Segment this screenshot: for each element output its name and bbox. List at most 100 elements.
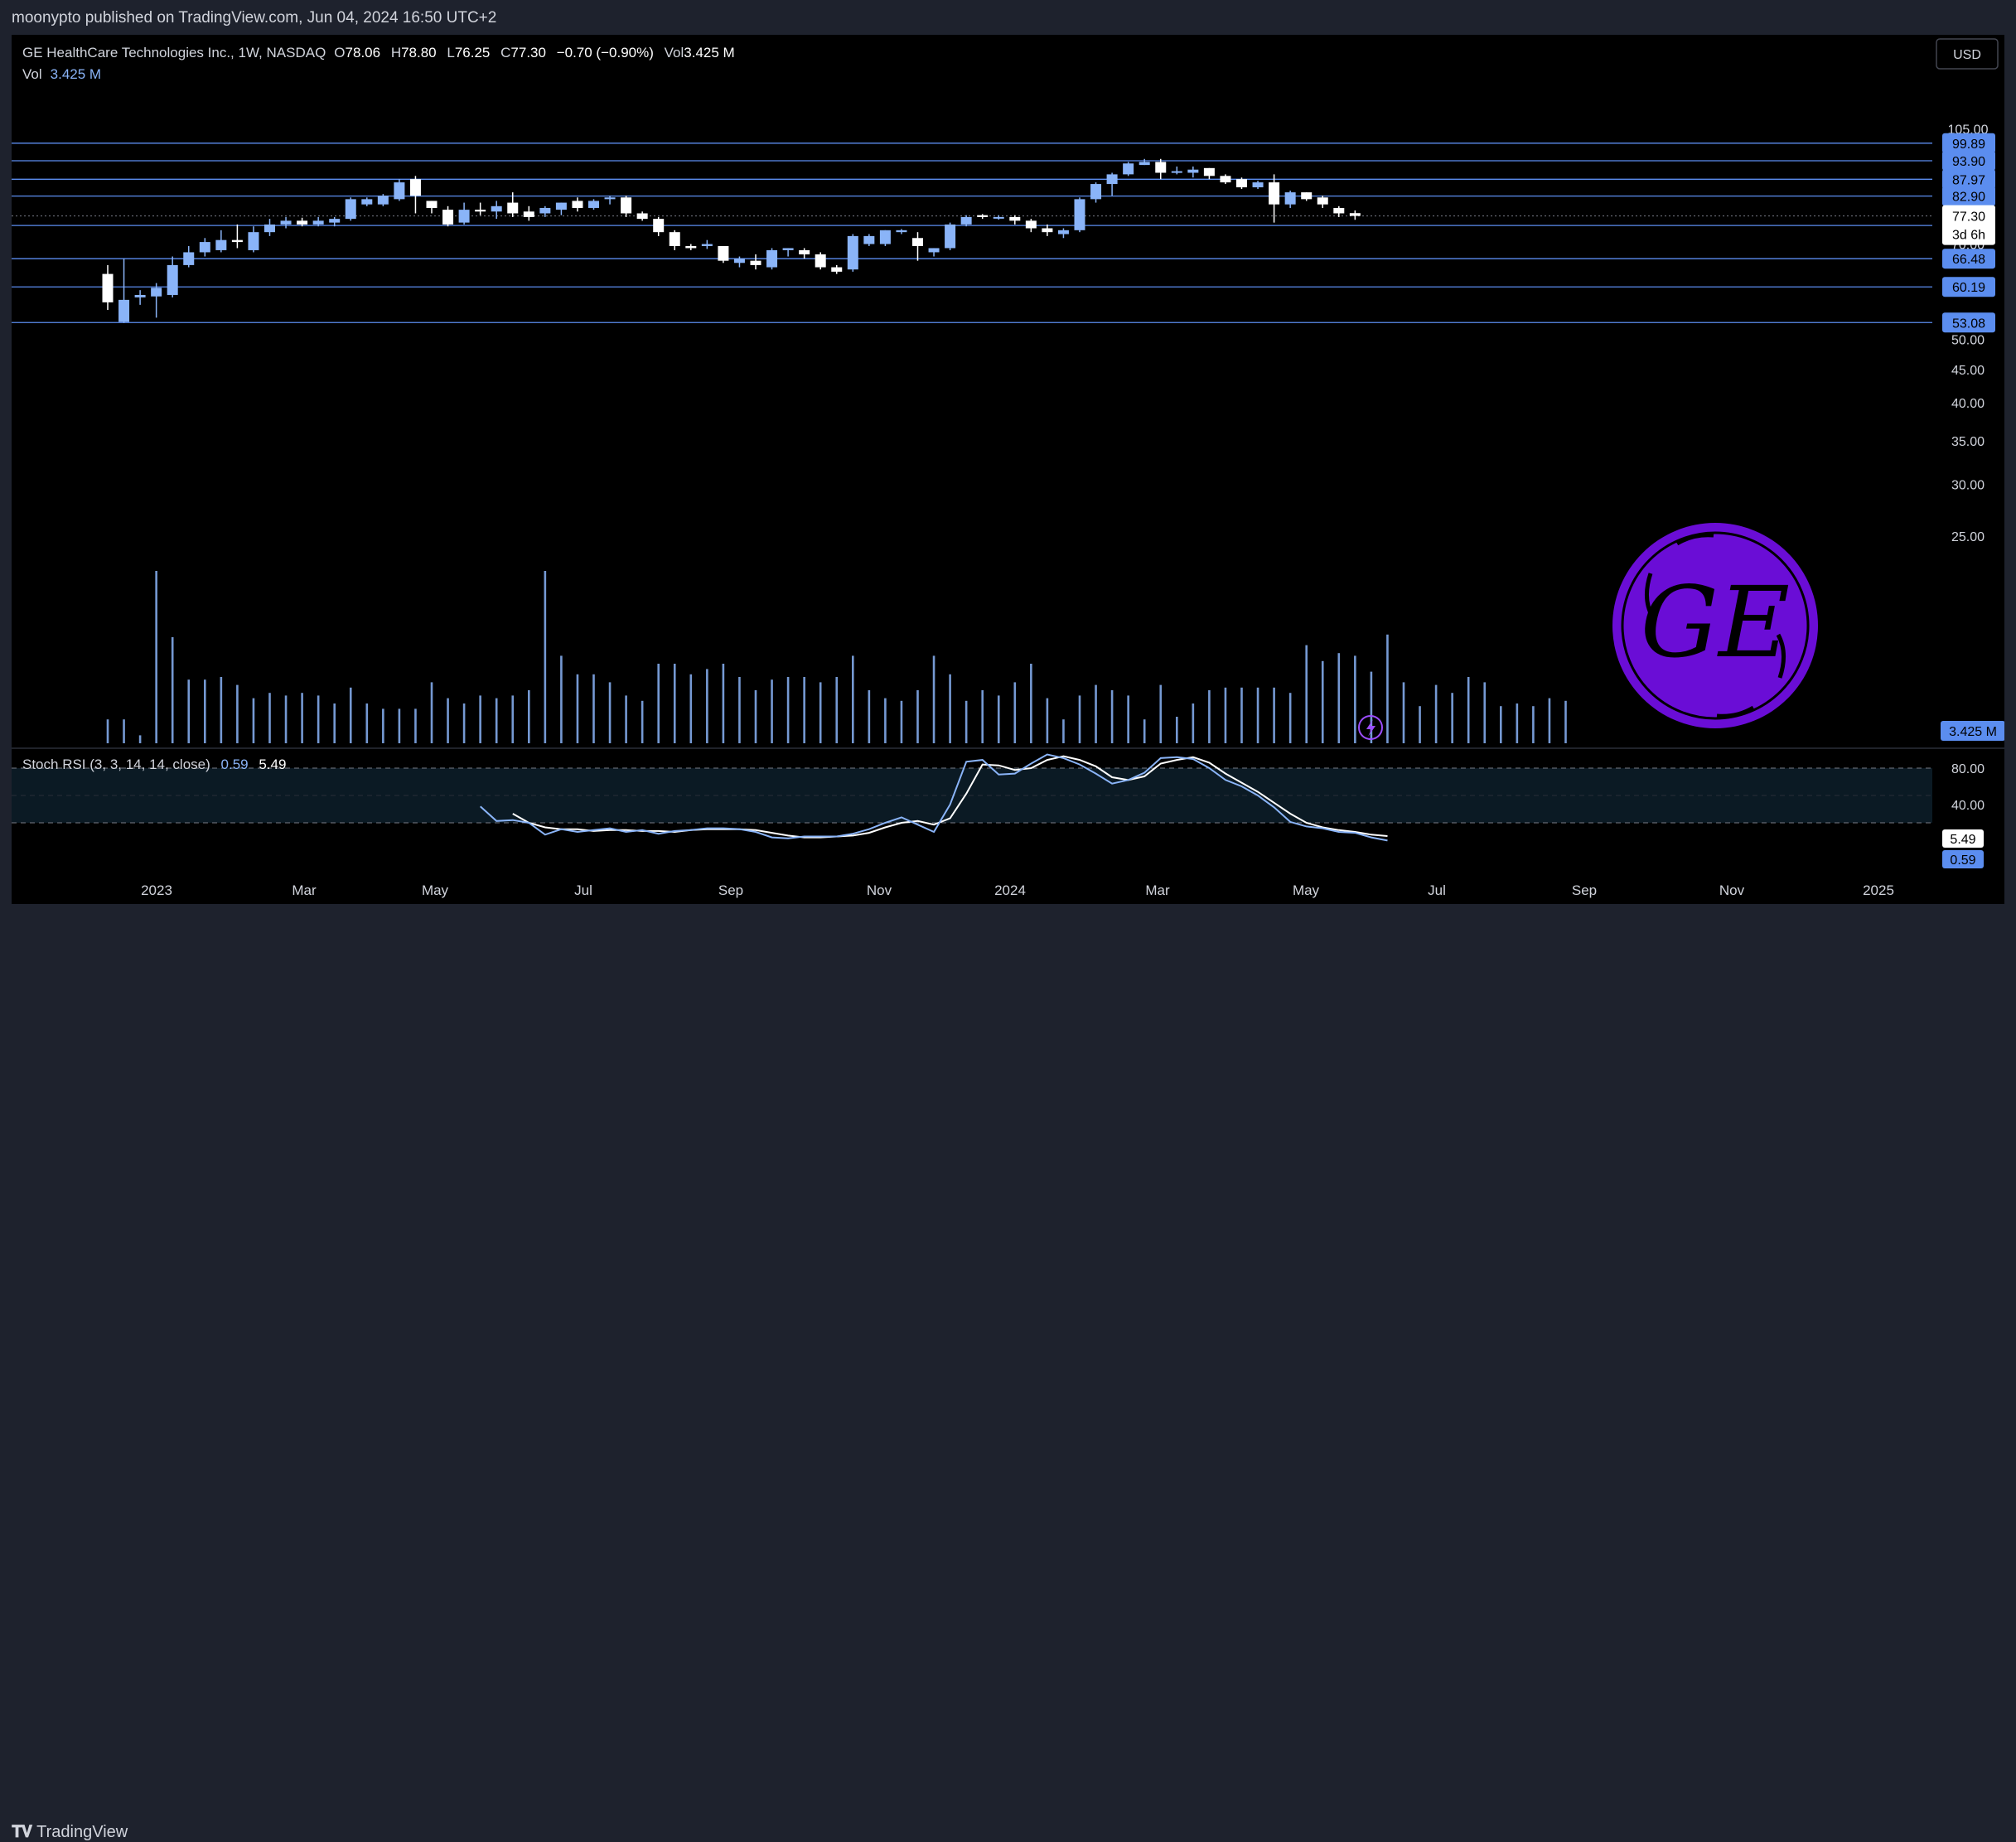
candle-body: [621, 197, 632, 214]
candle-body: [1106, 174, 1118, 185]
volume-bar: [106, 719, 109, 743]
currency-label[interactable]: USD: [1953, 48, 1981, 62]
volume-bar: [1288, 693, 1292, 743]
horizontal-levels: [12, 143, 1932, 323]
time-tick-label: Jul: [1428, 882, 1446, 898]
chart-area[interactable]: GE 105.0090.0085.0080.0070.0050.0045.004…: [12, 35, 2004, 904]
level-label-bg: [1942, 150, 1995, 171]
tradingview-brand[interactable]: 𝐓𝐕 TradingView: [12, 1823, 128, 1842]
time-tick-label: Sep: [718, 882, 743, 898]
legend-symbol: GE HealthCare Technologies Inc., 1W, NAS…: [22, 45, 326, 60]
level-label: 66.48: [1952, 253, 1985, 267]
candle-body: [1025, 220, 1037, 229]
volume-bar: [1434, 684, 1438, 743]
volume-bar: [333, 703, 336, 743]
stoch-legend-name: Stoch RSI (3, 3, 14, 14, close): [22, 757, 210, 772]
stoch-k-line: [480, 753, 1388, 842]
candle-body: [1349, 213, 1361, 216]
candle-body: [1269, 182, 1280, 205]
volume-bar: [301, 693, 303, 743]
volume-bar: [1305, 645, 1308, 743]
volume-bar: [868, 690, 871, 743]
candlestick-chart[interactable]: GE 105.0090.0085.0080.0070.0050.0045.004…: [12, 35, 2004, 904]
candle-body: [248, 232, 259, 250]
legend-high-label: H: [391, 45, 401, 60]
stoch-k-label-bg: [1942, 850, 1984, 868]
volume-bar: [1500, 706, 1502, 743]
volume-bar: [479, 695, 481, 743]
time-tick-label: 2024: [994, 882, 1026, 898]
volume-bar: [932, 655, 935, 743]
volume-bar: [964, 700, 968, 743]
time-tick-label: Mar: [1145, 882, 1170, 898]
stoch-k-value: 0.59: [221, 757, 249, 772]
level-label: 87.97: [1952, 173, 1985, 187]
candle-body: [1057, 230, 1069, 234]
candle-body: [102, 273, 114, 302]
candle-body: [1155, 162, 1167, 173]
lightning-icon[interactable]: [1358, 715, 1383, 740]
level-label-bg: [1942, 133, 1995, 153]
candle-body: [750, 260, 761, 265]
legend-vol-value: 3.425 M: [684, 45, 734, 60]
legend-open-label: O: [334, 45, 345, 60]
candle-body: [1090, 184, 1102, 200]
stoch-d-label: 5.49: [1950, 833, 1975, 847]
time-tick-label: May: [1293, 882, 1320, 898]
footer: 𝐓𝐕 TradingView: [0, 904, 2016, 1841]
volume-bar: [1451, 693, 1453, 743]
stoch-legend: Stoch RSI (3, 3, 14, 14, close) 0.59 5.4…: [22, 757, 286, 772]
volume-bar: [1240, 687, 1243, 743]
candle-body: [928, 248, 940, 253]
volume-bar: [689, 674, 693, 743]
volume-bar: [204, 679, 206, 743]
volume-bar: [771, 679, 773, 743]
currency-button[interactable]: USD: [1936, 38, 1999, 70]
candle-body: [733, 259, 745, 263]
legend-open-value: 78.06: [346, 45, 381, 60]
logo-ring: [1612, 523, 1818, 728]
volume-label: 3.425 M: [1949, 725, 1997, 739]
candle-body: [297, 220, 308, 225]
candle-body: [1236, 179, 1247, 188]
price-tick-label: 40.00: [1951, 397, 1985, 411]
volume-bar: [949, 674, 951, 743]
candle-body: [1301, 192, 1313, 200]
volume-bar: [1127, 695, 1129, 743]
logo-text: GE: [1641, 565, 1790, 679]
volume-bars: [106, 571, 1567, 743]
candle-body: [231, 239, 243, 243]
volume-bar: [528, 690, 530, 743]
level-label-bg: [1942, 277, 1995, 297]
legend-high-value: 78.80: [401, 45, 437, 60]
volume-bar: [608, 682, 612, 743]
volume-bar: [997, 695, 1000, 743]
volume-bar: [1224, 687, 1227, 743]
stoch-d-value: 5.49: [259, 757, 286, 772]
candle-body: [345, 199, 356, 220]
candle-body: [458, 210, 470, 223]
legend-close-value: 77.30: [510, 45, 546, 60]
level-label-bg: [1942, 312, 1995, 333]
candle-body: [977, 215, 989, 217]
candle-body: [945, 224, 956, 249]
candle-body: [151, 288, 162, 297]
volume-bar: [317, 695, 320, 743]
level-label: 99.89: [1952, 138, 1985, 152]
time-tick-label: 2025: [1863, 882, 1894, 898]
candle-body: [312, 220, 324, 225]
time-axis: 2023 Mar May Jul Sep Nov 2024 Mar May Jul Sep Nov 20…: [141, 882, 1894, 898]
candle-body: [572, 201, 583, 208]
candle-body: [280, 220, 292, 225]
candles: [102, 158, 1361, 323]
volume-bar: [1370, 671, 1373, 743]
volume-bar: [916, 690, 919, 743]
volume-bar: [349, 687, 352, 743]
candle-body: [507, 202, 519, 214]
volume-bar: [268, 693, 271, 743]
volume-bar: [1564, 700, 1567, 743]
stoch-d-line: [512, 755, 1388, 839]
candle-body: [685, 245, 697, 249]
candle-body: [653, 219, 665, 233]
time-tick-label: Mar: [292, 882, 317, 898]
